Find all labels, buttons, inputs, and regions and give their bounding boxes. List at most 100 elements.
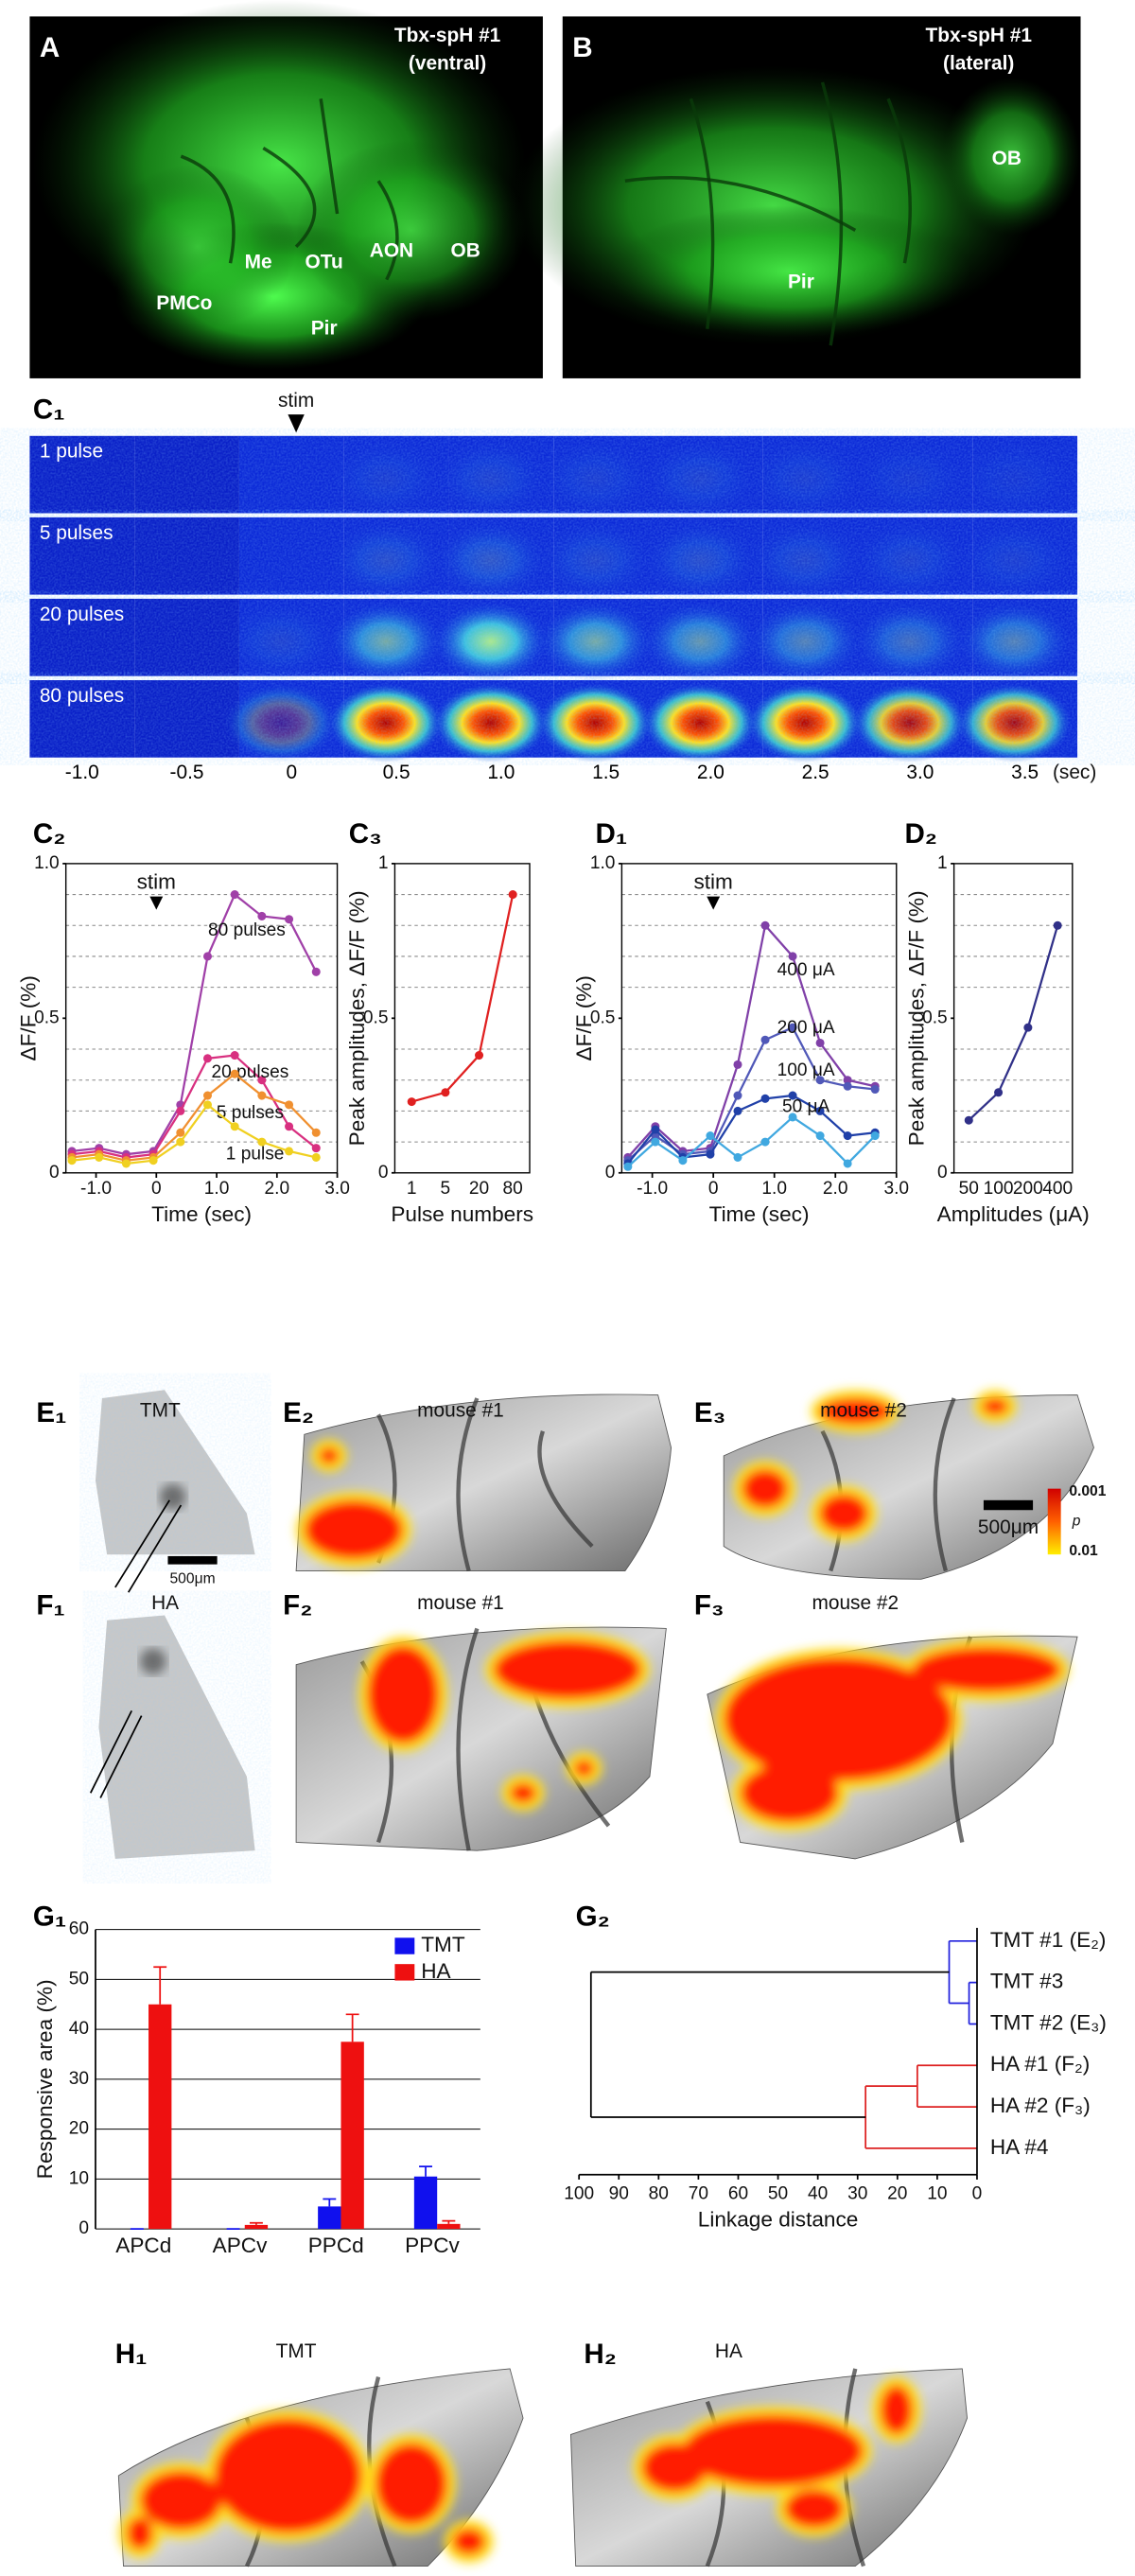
leaf-label: HA #4 (990, 2135, 1049, 2159)
y-tick-label: 0 (79, 2218, 89, 2238)
x-tick-label: PPCv (405, 2234, 460, 2257)
odor-label: HA (151, 1592, 179, 1614)
panel-label: F₃ (694, 1590, 725, 1621)
time-tick-label: 2.5 (802, 762, 829, 783)
data-point (257, 1137, 267, 1147)
data-point (230, 1122, 239, 1131)
x-tick-label: 40 (808, 2184, 828, 2204)
vessel (537, 1430, 594, 1549)
stim-arrow (149, 896, 164, 910)
p-map-core (724, 1656, 954, 1782)
error-bar (419, 2165, 432, 2177)
electrode (114, 1499, 183, 1593)
p-map-core (139, 2470, 222, 2531)
data-point (285, 1147, 294, 1156)
leaf-label: TMT #1 (E₂) (990, 1928, 1107, 1952)
y-tick-label: 1 (378, 853, 389, 873)
row-label: 80 pulses (40, 685, 124, 707)
fluorescence (296, 139, 527, 322)
vessel (456, 1627, 480, 1851)
region-label: OB (451, 240, 480, 262)
y-tick-label: 0 (49, 1163, 60, 1183)
legend-swatch (394, 1964, 415, 1981)
data-point (843, 1131, 852, 1141)
x-tick-label: 50 (768, 2184, 788, 2204)
region-label: Pir (788, 272, 814, 293)
data-point (121, 1159, 131, 1168)
section-spot (159, 1483, 186, 1511)
link-arm (590, 1971, 950, 2118)
x-tick-label: 90 (609, 2184, 629, 2204)
colorbar-label: p (1072, 1514, 1081, 1530)
x-tick-label: 1.0 (761, 1179, 787, 1199)
panel-label: G₂ (576, 1901, 610, 1932)
x-tick-label: APCd (115, 2234, 171, 2257)
row-label: 1 pulse (40, 441, 103, 463)
panel-label: B (572, 32, 592, 63)
vessel (820, 81, 844, 346)
p-map-core (126, 2516, 153, 2550)
bar (413, 2176, 438, 2230)
panel-label: A (40, 32, 60, 63)
panel-label: F₂ (283, 1590, 312, 1621)
x-tick-label: 50 (959, 1179, 979, 1199)
data-point (285, 1100, 294, 1110)
scale-bar (983, 1499, 1034, 1511)
error-bar (323, 2198, 337, 2207)
data-point (285, 1122, 294, 1131)
panel-label: E₁ (36, 1397, 66, 1428)
x-tick-label: 200 (1013, 1179, 1043, 1199)
y-tick-label: 0 (378, 1163, 389, 1183)
series-label: 20 pulses (212, 1062, 289, 1082)
data-point (202, 1100, 213, 1110)
error-bar (153, 1966, 167, 2005)
odor-label: TMT (140, 1399, 181, 1421)
data-point (95, 1152, 104, 1162)
y-tick-label: 1.0 (34, 853, 60, 873)
section-noise (98, 1615, 255, 1859)
data-point (815, 1038, 825, 1048)
vessel (319, 98, 340, 215)
data-point (311, 1144, 321, 1153)
data-point (202, 952, 213, 961)
link-arm (917, 2064, 977, 2108)
p-map-core (510, 1782, 536, 1803)
p-map-core (784, 2488, 845, 2529)
data-point (311, 1152, 321, 1162)
p-map-core (493, 1639, 642, 1700)
link-arm (865, 2085, 977, 2149)
x-tick-label: 400 (1042, 1179, 1073, 1199)
panel-title: (lateral) (943, 52, 1014, 74)
images: 1 pulse 5 pulses 20 pulses 80 pulses -1.0 -0.… (29, 0, 1094, 2567)
leaf-label: HA #2 (F₃) (990, 2094, 1091, 2117)
panel-title: mouse #1 (417, 1592, 504, 1614)
panel-label: F₁ (36, 1590, 64, 1621)
x-tick-label: PPCd (308, 2234, 364, 2257)
time-tick-label: -1.0 (65, 762, 99, 783)
series-line (410, 894, 515, 1103)
bar (437, 2223, 461, 2230)
data-point (733, 1091, 742, 1100)
region-label: PMCo (156, 292, 212, 314)
data-point (257, 1091, 267, 1100)
link-arm (969, 1981, 977, 2025)
x-tick-label: 1 (407, 1179, 417, 1199)
y-tick-label: 50 (69, 1969, 89, 1989)
bar (148, 2004, 172, 2230)
colorbar (1047, 1488, 1061, 1555)
x-tick-label: 1.0 (204, 1179, 230, 1199)
vessel (886, 97, 912, 264)
vessel (624, 176, 857, 232)
data-point (230, 890, 239, 900)
row-label: 20 pulses (40, 604, 124, 625)
leaf-label: TMT #3 (990, 1970, 1063, 1993)
data-point (257, 911, 267, 920)
series-label: 200 μA (777, 1018, 835, 1038)
bar (340, 2042, 364, 2230)
p-map-core (304, 1499, 404, 1560)
scale-label: 500μm (978, 1516, 1039, 1538)
data-point (623, 1162, 633, 1171)
odor-label: HA (715, 2340, 742, 2362)
data-point (651, 1137, 660, 1147)
stim-arrow (288, 414, 305, 433)
